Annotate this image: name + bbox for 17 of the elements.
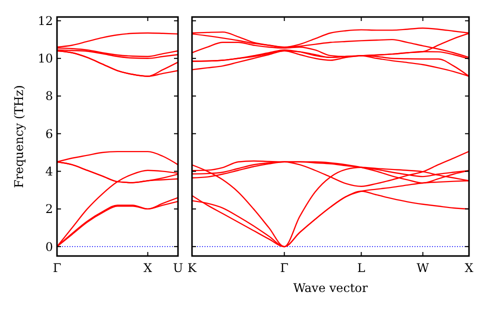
x-tick-label: X — [143, 261, 152, 275]
y-tick-label: 10 — [38, 52, 53, 66]
x-tick-label: W — [416, 261, 430, 275]
x-tick-label: Γ — [280, 261, 288, 275]
y-tick-label: 2 — [45, 202, 53, 216]
y-tick-label: 6 — [45, 126, 53, 141]
x-tick-label: Γ — [52, 261, 62, 275]
y-tick-label: 12 — [38, 14, 53, 28]
y-tick-label: 8 — [45, 89, 53, 104]
x-tick-label: K — [188, 261, 198, 275]
y-axis-title: Frequency (THz) — [12, 85, 26, 188]
x-tick-label: L — [357, 261, 366, 275]
y-tick-label: 4 — [45, 164, 54, 179]
x-tick-label: U — [172, 261, 184, 275]
y-tick-label: 0 — [45, 240, 53, 254]
x-axis-title: Wave vector — [293, 281, 368, 295]
x-tick-label: X — [464, 261, 474, 275]
